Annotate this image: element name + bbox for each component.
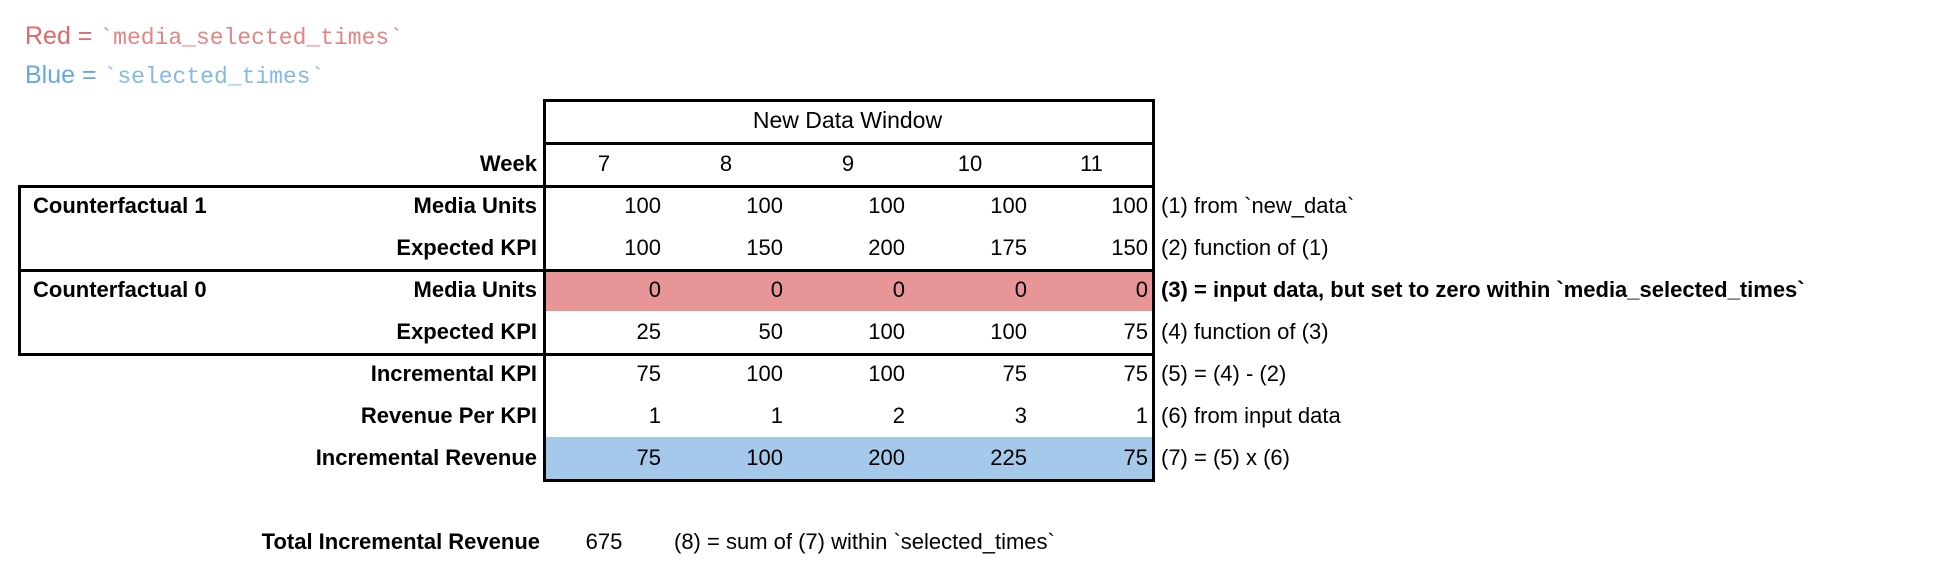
table-cell: 100 — [746, 193, 783, 218]
table-cell: 100 — [868, 193, 905, 218]
table-cell: 100 — [624, 235, 661, 260]
table-row-incremental-kpi: Incremental KPI 75 100 100 75 75 (5) = (… — [0, 353, 1960, 395]
blue-highlight-selected-times — [545, 437, 1152, 479]
table-row-revenue-per-kpi: Revenue Per KPI 1 1 2 3 1 (6) from input… — [0, 395, 1960, 437]
row-label: Revenue Per KPI — [360, 403, 537, 428]
table-cell: 0 — [770, 277, 783, 302]
row-label: Incremental Revenue — [315, 445, 537, 470]
week-number: 9 — [841, 151, 855, 176]
week-header-label: Week — [479, 151, 537, 176]
table-cell: 100 — [990, 193, 1027, 218]
table-cell: 75 — [636, 361, 661, 386]
table-cell: 100 — [990, 319, 1027, 344]
week-number: 10 — [957, 151, 983, 176]
counterfactual-1-label: Counterfactual 1 — [33, 193, 207, 218]
data-window-box-top-border — [543, 99, 1155, 102]
table-bottom-border — [543, 479, 1155, 482]
week-header-row: Week 7 8 9 10 11 — [0, 142, 1960, 185]
table-cell: 100 — [868, 361, 905, 386]
week-number: 8 — [719, 151, 733, 176]
table-cell: 0 — [1014, 277, 1027, 302]
table-cell: 0 — [892, 277, 905, 302]
week-number: 11 — [1080, 151, 1103, 176]
table-cell: 100 — [746, 361, 783, 386]
table-cell: 200 — [868, 445, 905, 470]
counterfactual-box-left-border — [18, 185, 21, 356]
table-cell: 1 — [648, 403, 661, 428]
counterfactual-divider-border — [18, 269, 1155, 272]
table-row-incremental-revenue: Incremental Revenue 75 100 200 225 75 (7… — [0, 437, 1960, 479]
legend-blue-label: Blue = — [25, 61, 104, 89]
table-cell: 200 — [868, 235, 905, 260]
table-cell: 0 — [1135, 277, 1148, 302]
row-annotation: (7) = (5) x (6) — [1161, 445, 1290, 470]
row-annotation: (2) function of (1) — [1161, 235, 1329, 260]
row-annotation: (1) from `new_data` — [1161, 193, 1355, 218]
data-columns-right-border — [1152, 99, 1155, 482]
table-cell: 75 — [1002, 361, 1027, 386]
row-annotation: (6) from input data — [1161, 403, 1341, 428]
table-cell: 1 — [770, 403, 783, 428]
week-number: 7 — [597, 151, 611, 176]
table-row-expected-kpi-cf0: Expected KPI 25 50 100 100 75 (4) functi… — [0, 311, 1960, 353]
counterfactual-1-box-top-border — [18, 185, 1155, 188]
table-cell: 25 — [636, 319, 661, 344]
table-cell: 150 — [746, 235, 783, 260]
table-cell: 2 — [892, 403, 905, 428]
table-cell: 100 — [1111, 193, 1148, 218]
table-row-media-units-cf1: Media Units 100 100 100 100 100 (1) from… — [0, 185, 1960, 227]
table-cell: 100 — [746, 445, 783, 470]
table-cell: 225 — [990, 445, 1027, 470]
total-incremental-revenue-value: 675 — [585, 529, 623, 554]
counterfactual-0-label: Counterfactual 0 — [33, 277, 207, 302]
row-label: Expected KPI — [396, 319, 537, 344]
new-data-window-title: New Data Window — [752, 107, 943, 133]
row-label: Incremental KPI — [370, 361, 537, 386]
table-cell: 100 — [868, 319, 905, 344]
counterfactual-0-box-bottom-border — [18, 353, 1155, 356]
row-label: Media Units — [413, 193, 537, 218]
table-cell: 1 — [1135, 403, 1148, 428]
total-incremental-revenue-label: Total Incremental Revenue — [261, 529, 540, 554]
table-cell: 75 — [636, 445, 661, 470]
legend-blue-line: Blue = `selected_times` — [25, 61, 324, 90]
row-label: Media Units — [413, 277, 537, 302]
row-annotation: (5) = (4) - (2) — [1161, 361, 1287, 386]
table-cell: 3 — [1014, 403, 1027, 428]
row-annotation: (3) = input data, but set to zero within… — [1161, 277, 1805, 302]
table-cell: 100 — [624, 193, 661, 218]
legend-red-line: Red = `media_selected_times` — [25, 22, 403, 51]
legend-red-code: `media_selected_times` — [99, 25, 404, 51]
data-columns-left-border — [543, 99, 546, 482]
data-window-box-bottom-border — [543, 142, 1155, 145]
table-row-media-units-cf0: Media Units 0 0 0 0 0 (3) = input data, … — [0, 269, 1960, 311]
legend-blue-code: `selected_times` — [103, 64, 325, 90]
table-cell: 75 — [1123, 319, 1148, 344]
table-cell: 0 — [648, 277, 661, 302]
table-cell: 150 — [1111, 235, 1148, 260]
row-label: Expected KPI — [396, 235, 537, 260]
table-cell: 175 — [990, 235, 1027, 260]
table-cell: 75 — [1123, 445, 1148, 470]
total-row: Total Incremental Revenue 675 (8) = sum … — [0, 521, 1960, 563]
legend-red-label: Red = — [25, 22, 100, 50]
row-annotation: (4) function of (3) — [1161, 319, 1329, 344]
table-row-expected-kpi-cf1: Expected KPI 100 150 200 175 150 (2) fun… — [0, 227, 1960, 269]
total-annotation: (8) = sum of (7) within `selected_times` — [674, 529, 1055, 554]
table-cell: 50 — [758, 319, 783, 344]
table-cell: 75 — [1123, 361, 1148, 386]
red-highlight-media-selected-times — [545, 269, 1152, 311]
